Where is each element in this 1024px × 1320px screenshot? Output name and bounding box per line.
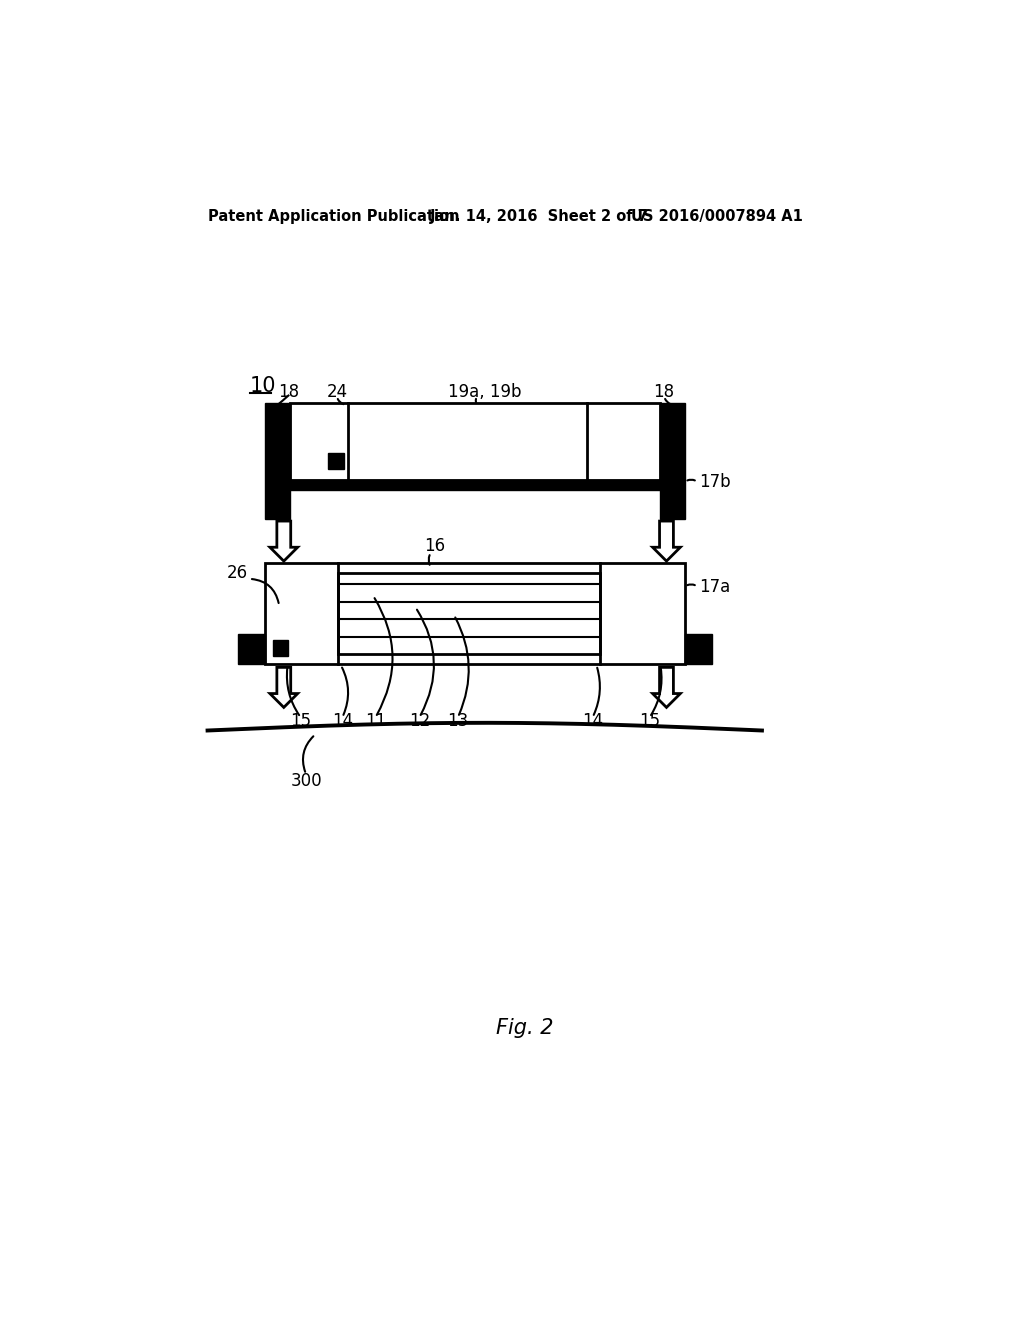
Text: 14: 14 [582, 713, 603, 730]
Bar [339, 573, 600, 655]
Text: 18: 18 [278, 383, 299, 401]
Bar [660, 404, 685, 519]
Text: 13: 13 [447, 713, 468, 730]
Text: Fig. 2: Fig. 2 [496, 1019, 554, 1039]
Polygon shape [270, 668, 298, 708]
Bar [329, 453, 344, 469]
Text: 26: 26 [226, 564, 248, 582]
Text: 19a, 19b: 19a, 19b [449, 383, 521, 401]
Bar [273, 640, 289, 656]
Text: 12: 12 [409, 713, 430, 730]
Text: 16: 16 [424, 537, 445, 556]
Text: 11: 11 [365, 713, 386, 730]
Polygon shape [652, 521, 680, 561]
Bar [265, 404, 290, 519]
Bar [685, 635, 712, 664]
Text: Jan. 14, 2016  Sheet 2 of 7: Jan. 14, 2016 Sheet 2 of 7 [429, 209, 648, 223]
Text: 15: 15 [290, 713, 311, 730]
Text: 17a: 17a [698, 578, 730, 595]
Text: 18: 18 [653, 383, 675, 401]
Polygon shape [270, 521, 298, 561]
Text: 17b: 17b [698, 473, 730, 491]
Text: 15: 15 [639, 713, 660, 730]
Bar [239, 635, 265, 664]
Text: US 2016/0007894 A1: US 2016/0007894 A1 [631, 209, 803, 223]
Bar [290, 404, 660, 480]
Bar [290, 480, 660, 490]
Text: Patent Application Publication: Patent Application Publication [208, 209, 459, 223]
Text: 300: 300 [291, 772, 322, 789]
Bar [265, 564, 685, 664]
Text: 14: 14 [332, 713, 353, 730]
Text: 24: 24 [327, 383, 347, 401]
Polygon shape [652, 668, 680, 708]
Text: 10: 10 [250, 376, 276, 396]
